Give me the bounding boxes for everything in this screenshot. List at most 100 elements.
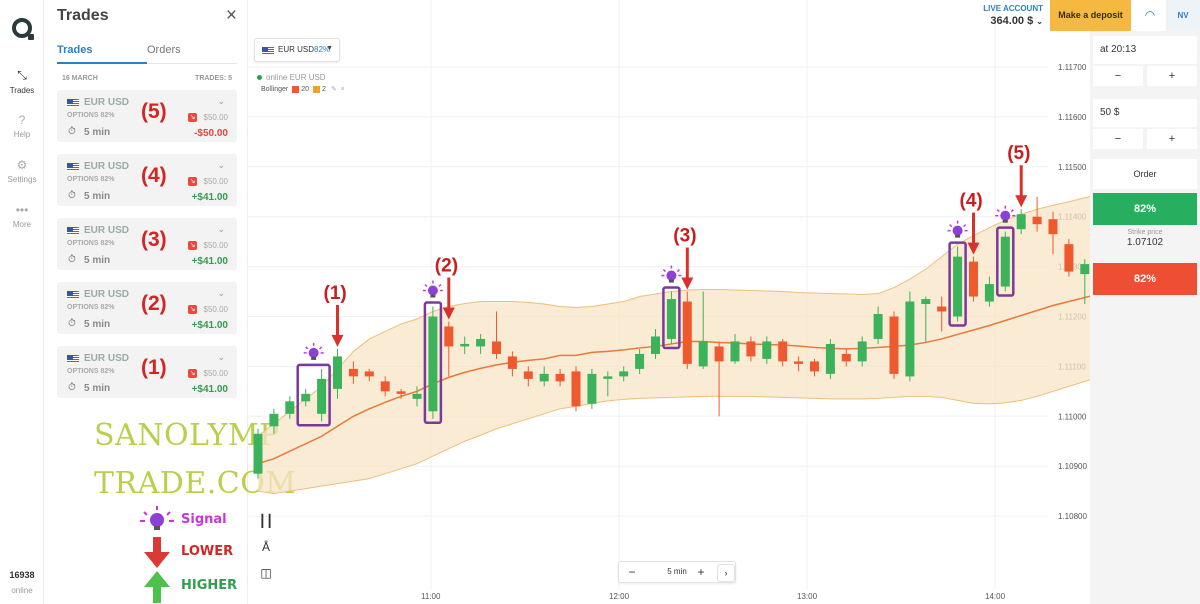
online-label: online	[11, 586, 33, 595]
candle	[969, 261, 978, 297]
up-arrow-icon	[144, 571, 170, 603]
down-direction-icon: ↘	[188, 369, 197, 378]
trade-result: +$41.00	[191, 192, 228, 203]
lower-button[interactable]: 82%	[1093, 263, 1197, 295]
trade-pair: EUR USD	[84, 225, 130, 236]
candle	[873, 314, 883, 339]
trade-duration: 5 min	[84, 383, 111, 394]
user-avatar[interactable]: NV	[1166, 0, 1200, 31]
close-icon[interactable]: ×	[225, 5, 237, 26]
chevron-down-icon[interactable]: ⌄	[217, 288, 225, 298]
remove-icon[interactable]: ×	[340, 86, 345, 93]
us-flag-icon	[67, 227, 79, 235]
trade-card[interactable]: EUR USD (3) ⌄ OPTIONS 82% ↘ $50.00 ⏱ 5 min +$41.…	[57, 218, 237, 270]
trades-count: TRADES: 5	[195, 75, 232, 82]
candle	[507, 356, 517, 369]
us-flag-icon	[67, 99, 79, 107]
candle	[603, 376, 613, 379]
bollinger-band	[258, 196, 1090, 494]
amount-minus-button[interactable]: −	[1093, 129, 1143, 149]
candle	[444, 326, 454, 347]
rail-label: More	[12, 220, 32, 229]
trade-options: OPTIONS 82%	[67, 240, 115, 247]
lightbulb-icon	[140, 506, 174, 530]
layout-icon[interactable]: ◫	[260, 566, 272, 580]
candle	[953, 256, 963, 317]
price-chart[interactable]: 1.117001.116001.115001.114001.113001.112…	[248, 0, 1090, 604]
trade-card[interactable]: EUR USD (2) ⌄ OPTIONS 82% ↘ $50.00 ⏱ 5 min +$41.…	[57, 282, 237, 334]
chevron-down-icon[interactable]: ⌄	[217, 224, 225, 234]
amount-stepper: − +	[1093, 129, 1197, 149]
timer-icon: ⏱	[68, 382, 76, 393]
amount-field[interactable]: 50 $	[1093, 99, 1197, 127]
rail-item-more[interactable]: ••• More	[0, 203, 44, 229]
down-direction-icon: ↘	[188, 113, 197, 122]
trade-card[interactable]: EUR USD (4) ⌄ OPTIONS 82% ↘ $50.00 ⏱ 5 min +$41.…	[57, 154, 237, 206]
tab-trades[interactable]: Trades	[57, 44, 93, 56]
asset-pct: 82%	[314, 45, 331, 54]
timeframe-value: 5 min	[667, 567, 687, 576]
trade-card[interactable]: EUR USD (5) ⌄ OPTIONS 82% ↘ $50.00 ⏱ 5 min -$50.…	[57, 90, 237, 142]
online-counter: 16938 online	[0, 570, 44, 598]
nav-rail: ⤡ Trades ? Help ⚙ Settings ••• More 1693…	[0, 0, 44, 604]
us-flag-icon	[67, 163, 79, 171]
time-tick-label: 11:00	[421, 592, 441, 601]
rail-item-settings[interactable]: ⚙ Settings	[0, 158, 44, 184]
candle	[460, 343, 470, 347]
rail-item-trades[interactable]: ⤡ Trades	[0, 68, 44, 95]
chevron-down-icon[interactable]: ⌄	[217, 160, 225, 170]
timeframe-control: − 5 min +	[618, 561, 736, 583]
down-arrow-head	[967, 242, 980, 255]
zoom-in-button[interactable]: +	[697, 565, 705, 579]
currency-icon[interactable]: ◠	[1136, 0, 1164, 31]
timer-icon: ⏱	[68, 126, 76, 137]
bollinger-indicator[interactable]: Bollinger 20 2 ✎ ×	[261, 85, 345, 93]
time-minus-button[interactable]: −	[1093, 66, 1143, 86]
down-arrow-head	[681, 277, 694, 290]
amount-plus-button[interactable]: +	[1147, 129, 1197, 149]
trade-duration: 5 min	[84, 191, 111, 202]
account-info[interactable]: LIVE ACCOUNT 364.00 $ ⌄	[975, 4, 1043, 27]
trade-card[interactable]: EUR USD (1) ⌄ OPTIONS 82% ↘ $50.00 ⏱ 5 min +$41.…	[57, 346, 237, 398]
rail-item-help[interactable]: ? Help	[0, 113, 44, 139]
time-plus-button[interactable]: +	[1147, 66, 1197, 86]
indicator-name: Bollinger	[261, 86, 289, 93]
time-field[interactable]: at 20:13	[1093, 36, 1197, 64]
candle	[921, 299, 931, 305]
legend-signal: Signal	[138, 504, 227, 534]
signal-box	[948, 241, 967, 327]
trade-number-label: (3)	[141, 228, 167, 251]
higher-button[interactable]: 82%	[1093, 193, 1197, 225]
price-tick-label: 1.11600	[1058, 113, 1087, 122]
chevron-down-icon[interactable]: ⌄	[217, 96, 225, 106]
timer-icon: ⏱	[68, 254, 76, 265]
timer-icon: ⏱	[68, 190, 76, 201]
time-stepper: − +	[1093, 66, 1197, 86]
panel-title: Trades	[57, 7, 109, 24]
legend-signal-text: Signal	[181, 512, 227, 527]
tab-orders[interactable]: Orders	[147, 44, 181, 56]
candle	[794, 361, 804, 364]
asset-selector[interactable]: EUR USD 82% ▼	[254, 38, 340, 62]
drawing-icon[interactable]: Å	[261, 540, 270, 554]
edit-icon[interactable]: ✎	[330, 86, 337, 93]
app-logo[interactable]	[12, 18, 34, 40]
trade-pair: EUR USD	[84, 97, 130, 108]
chevron-down-icon: ⌄	[1036, 17, 1043, 26]
price-tick-label: 1.10900	[1058, 462, 1087, 471]
chart-area[interactable]: 1.117001.116001.115001.114001.113001.112…	[248, 0, 1090, 604]
zoom-out-button[interactable]: −	[628, 565, 636, 579]
chevron-down-icon[interactable]: ⌄	[217, 352, 225, 362]
candle	[317, 378, 327, 414]
trade-options: OPTIONS 82%	[67, 112, 115, 119]
deposit-button[interactable]: Make a deposit	[1050, 0, 1131, 31]
candles-icon[interactable]: ┃┃	[258, 514, 274, 528]
signal-number-label: (5)	[1007, 143, 1030, 164]
scroll-right-button[interactable]: ›	[717, 564, 735, 582]
candle	[778, 341, 788, 362]
down-arrow-head	[442, 307, 455, 320]
candle	[587, 373, 597, 404]
lightbulb-icon	[947, 220, 968, 238]
candle	[682, 301, 692, 364]
us-flag-icon	[67, 355, 79, 363]
